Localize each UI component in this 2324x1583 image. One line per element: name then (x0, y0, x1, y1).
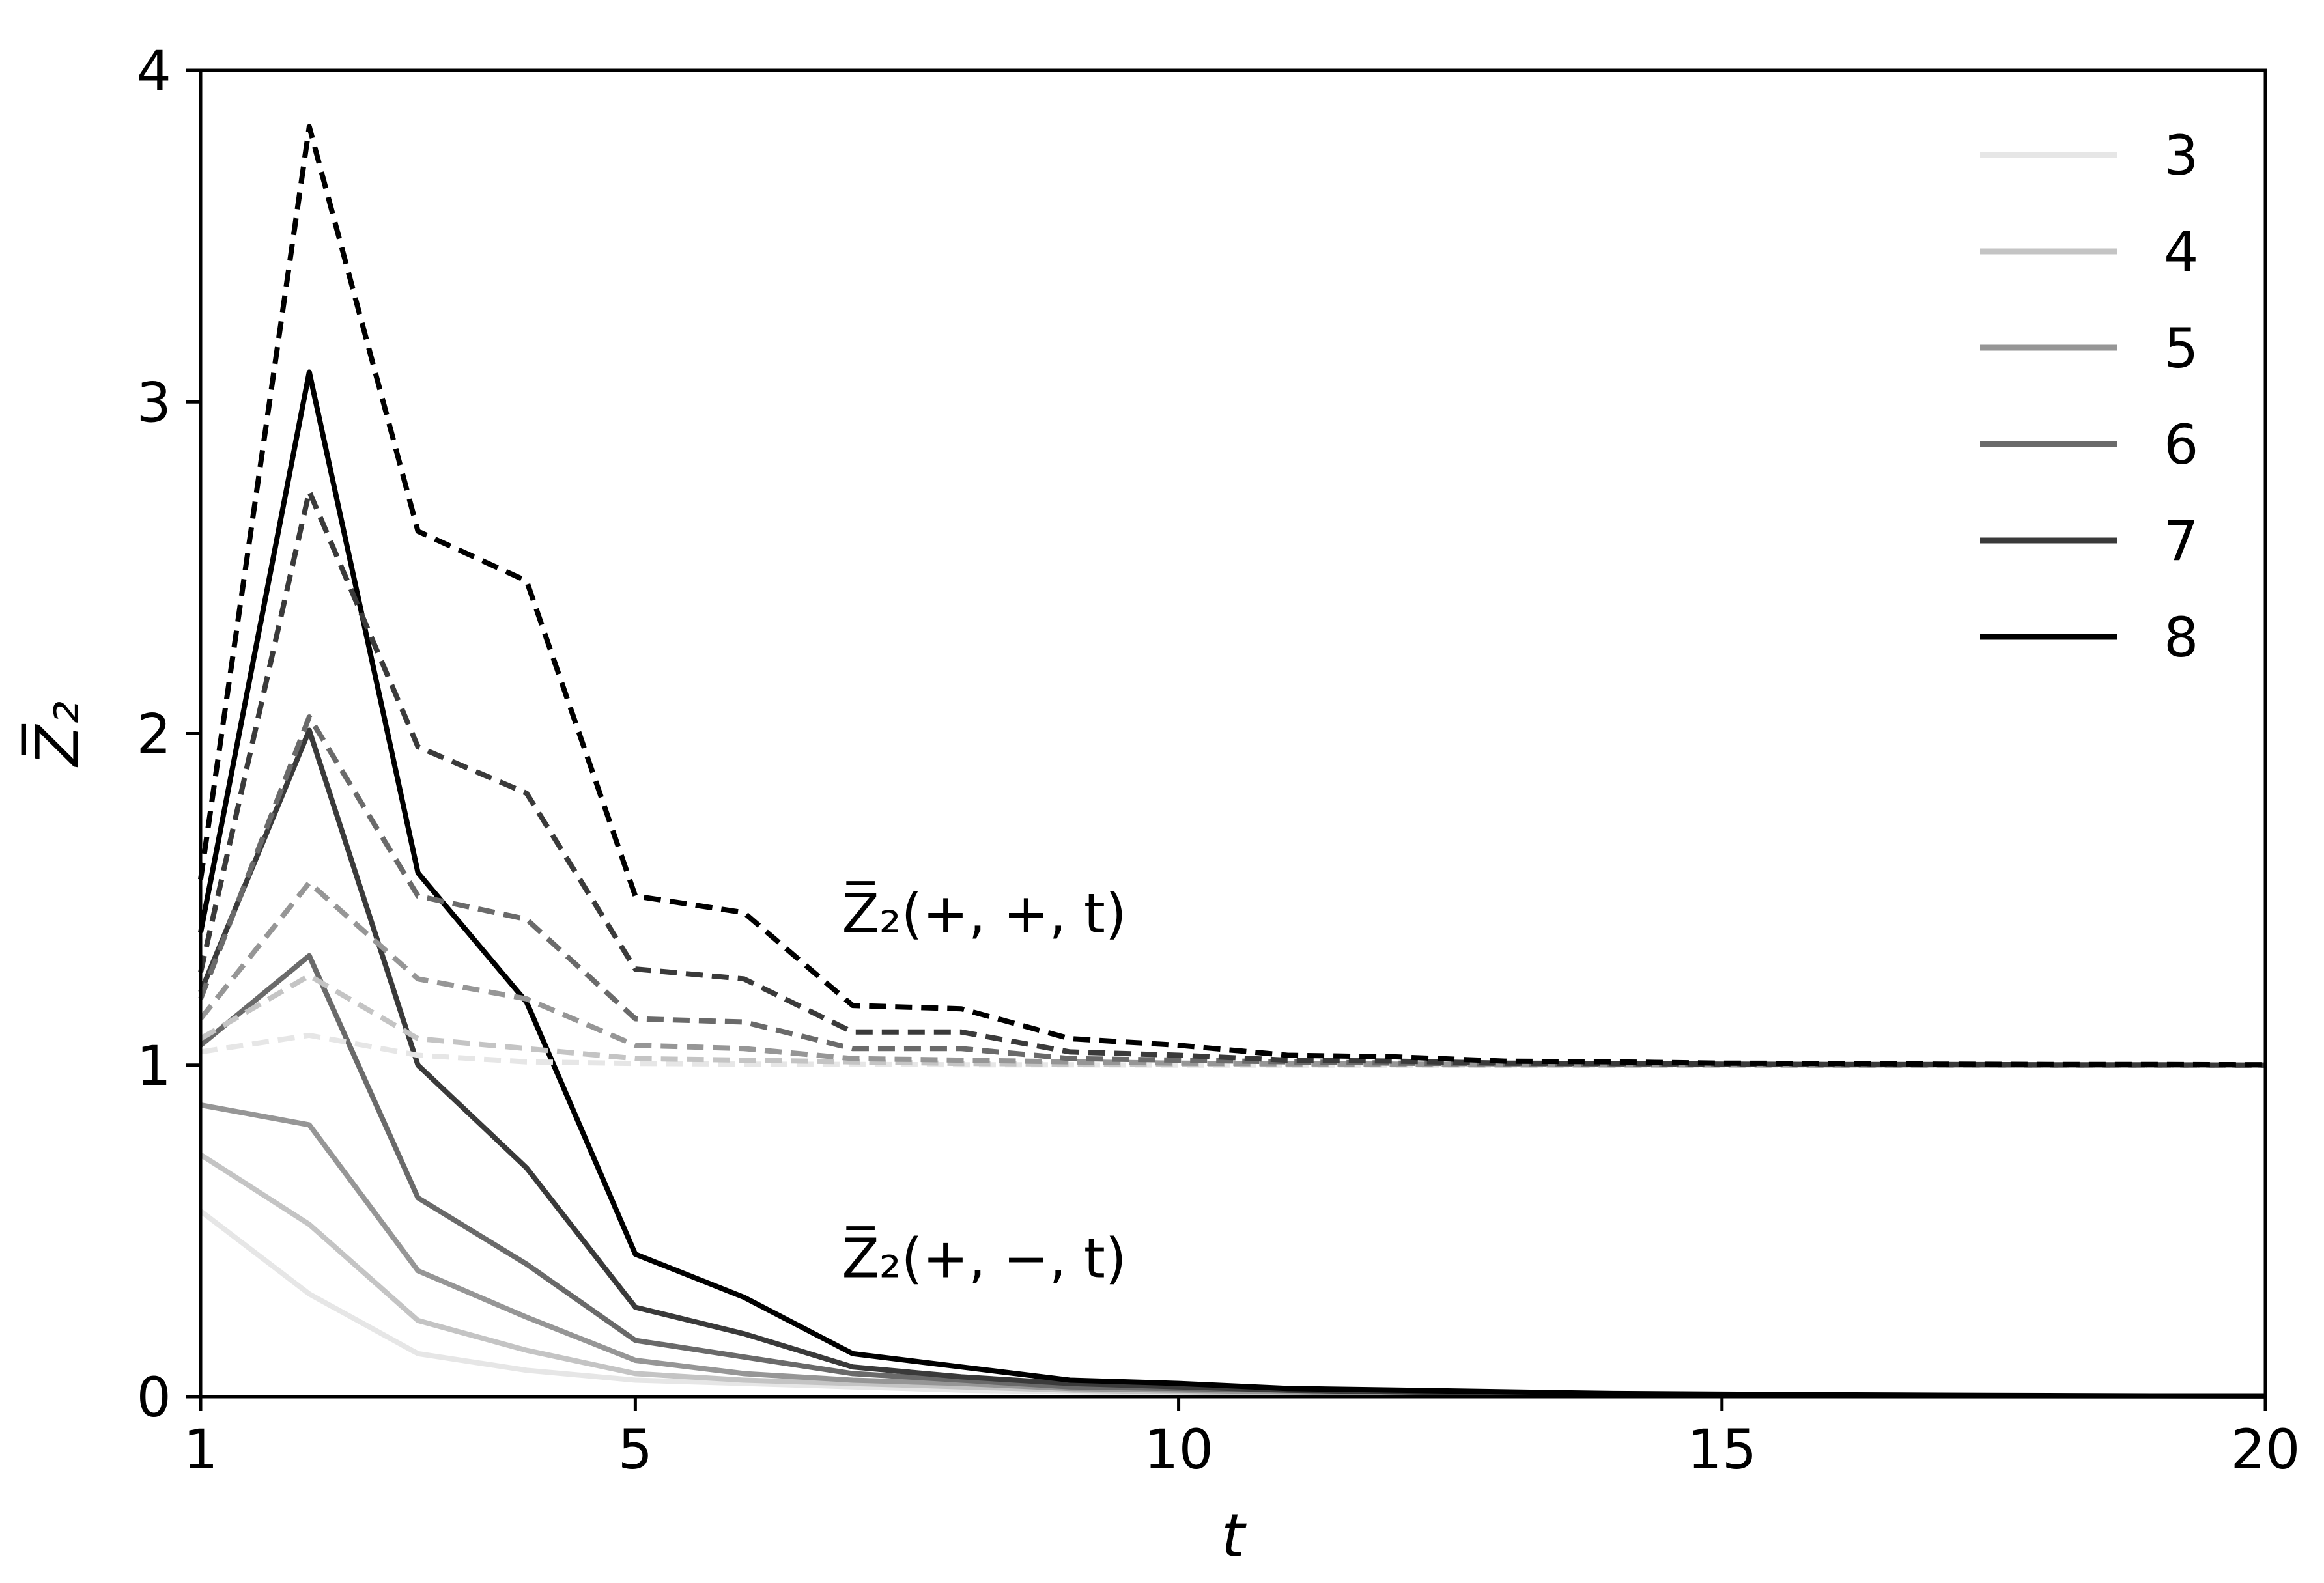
x-axis-label: t (1221, 1501, 1247, 1571)
y-tick-label: 1 (137, 1034, 171, 1098)
series-line-dashed-8 (198, 124, 2266, 1068)
y-tick-label: 0 (137, 1366, 171, 1429)
y-tick-label: 2 (137, 703, 171, 766)
series-line-dashed-7 (198, 488, 2266, 1068)
legend-label-5: 5 (2164, 316, 2198, 380)
legend-label-3: 3 (2164, 124, 2198, 188)
legend: 3 4 5 6 7 8 (1980, 124, 2198, 669)
annotation-label-2: Z̅₂(+, −, t) (842, 1226, 1126, 1290)
legend-label-4: 4 (2164, 220, 2198, 284)
annotations: Z̅₂(+, +, t) Z̅₂(+, −, t) (842, 881, 1126, 1291)
x-tick-label: 15 (1687, 1418, 1757, 1481)
x-tick-label: 10 (1144, 1418, 1213, 1481)
x-tick-label: 5 (618, 1418, 653, 1481)
series-layer (198, 124, 2266, 1399)
x-tick-label: 20 (2231, 1418, 2301, 1481)
annotation-label-1: Z̅₂(+, +, t) (842, 881, 1126, 946)
series-line-solid-8 (198, 369, 2265, 1399)
y-tick-label: 4 (137, 39, 171, 103)
legend-label-8: 8 (2164, 606, 2198, 669)
x-tick-label: 1 (183, 1418, 218, 1481)
y-tick-label: 3 (137, 371, 171, 434)
y-axis-label: Z̅₂ (21, 701, 92, 768)
legend-label-6: 6 (2164, 413, 2198, 477)
legend-label-7: 7 (2164, 509, 2198, 573)
